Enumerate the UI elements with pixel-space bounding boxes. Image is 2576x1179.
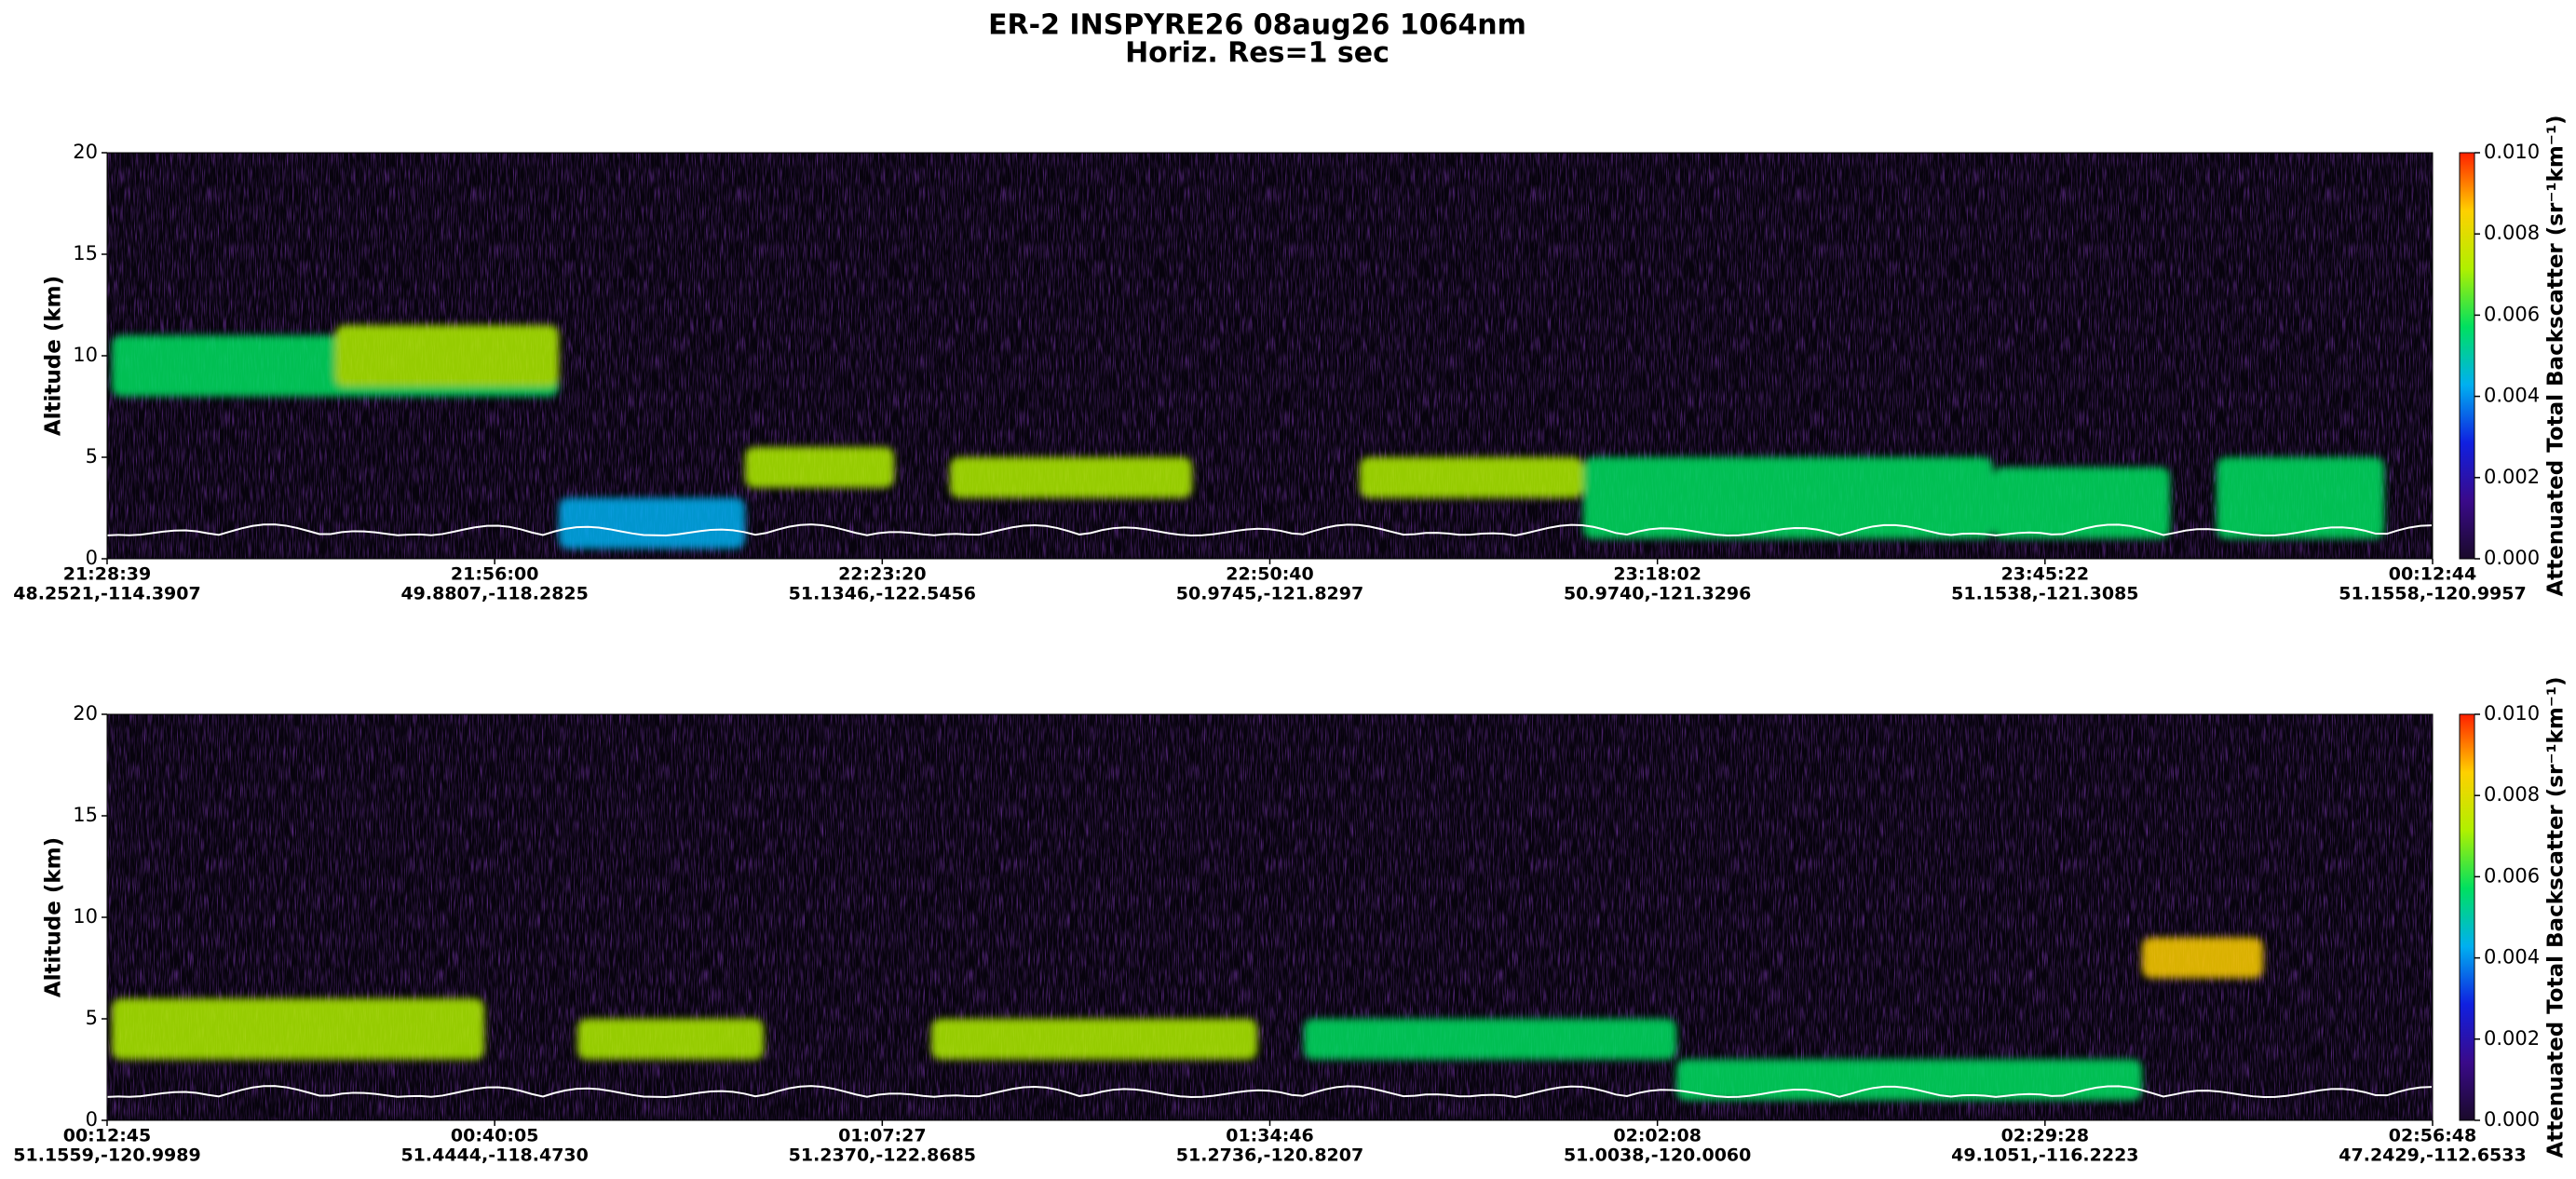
x-tick-time: 23:18:02 (1613, 564, 1702, 585)
y-tick-label: 0 (86, 547, 98, 569)
x-tick-position: 51.1538,-121.3085 (1951, 584, 2138, 604)
x-tick-position: 51.1346,-122.5456 (789, 584, 976, 604)
y-tick-label: 20 (73, 702, 98, 725)
y-axis-label: Altitude (km) (42, 837, 66, 997)
cloud (112, 998, 484, 1060)
subtitle: Horiz. Res=1 sec (1125, 37, 1390, 70)
colorbar-tick-label: 0.008 (2484, 222, 2540, 244)
x-tick-time: 21:56:00 (451, 564, 539, 585)
x-tick-position: 51.1558,-120.9957 (2339, 584, 2526, 604)
x-tick-time: 02:56:48 (2389, 1126, 2477, 1146)
noise-texture (107, 714, 2433, 1120)
cloud (1993, 467, 2170, 539)
x-tick-time: 02:02:08 (1613, 1126, 1702, 1146)
cloud (931, 1019, 1257, 1060)
x-tick-time: 02:29:28 (2001, 1126, 2090, 1146)
x-tick-position: 51.0038,-120.0060 (1564, 1145, 1751, 1166)
colorbar-tick-label: 0.000 (2484, 547, 2540, 569)
y-tick-label: 5 (86, 445, 98, 468)
x-tick-position: 51.2370,-122.8685 (789, 1145, 976, 1166)
cloud (335, 325, 559, 386)
y-tick-label: 10 (73, 905, 98, 928)
cloud (2142, 937, 2263, 979)
x-tick-time: 00:40:05 (451, 1126, 539, 1146)
colorbar-tick-label: 0.006 (2484, 303, 2540, 325)
colorbar (2459, 152, 2475, 560)
x-tick-position: 51.2736,-120.8207 (1176, 1145, 1363, 1166)
x-tick-position: 48.2521,-114.3907 (13, 584, 200, 604)
colorbar-tick-label: 0.006 (2484, 864, 2540, 887)
y-axis-label: Altitude (km) (42, 276, 66, 436)
x-tick-time: 00:12:45 (63, 1126, 152, 1146)
x-tick-position: 51.1559,-120.9989 (13, 1145, 200, 1166)
colorbar-label: Attenuated Total Backscatter (sr⁻¹km⁻¹) (2544, 676, 2569, 1158)
x-tick-position: 47.2429,-112.6533 (2339, 1145, 2526, 1166)
colorbar-tick-label: 0.010 (2484, 702, 2540, 725)
y-tick-label: 20 (73, 141, 98, 163)
y-tick-label: 10 (73, 344, 98, 366)
x-tick-time: 22:23:20 (838, 564, 927, 585)
cloud-layers (112, 325, 2384, 549)
cloud (1360, 457, 1583, 498)
y-tick-label: 0 (86, 1108, 98, 1131)
cloud (1304, 1019, 1676, 1060)
colorbar-tick-label: 0.002 (2484, 1027, 2540, 1050)
y-tick-label: 15 (73, 242, 98, 264)
colorbar (2459, 713, 2475, 1121)
x-tick-time: 23:45:22 (2001, 564, 2090, 585)
x-tick-position: 50.9745,-121.8297 (1176, 584, 1363, 604)
colorbar-tick-label: 0.004 (2484, 385, 2540, 407)
x-tick-time: 22:50:40 (1226, 564, 1314, 585)
surface-line (106, 523, 2433, 536)
cloud (2217, 457, 2384, 539)
cloud (745, 447, 894, 488)
x-tick-position: 49.8807,-118.2825 (400, 584, 588, 604)
colorbar-tick-label: 0.004 (2484, 946, 2540, 969)
cloud (559, 497, 745, 549)
x-tick-position: 49.1051,-116.2223 (1951, 1145, 2138, 1166)
surface-line (106, 1085, 2433, 1098)
title: ER-2 INSPYRE26 08aug26 1064nm (988, 9, 1526, 42)
x-tick-time: 00:12:44 (2389, 564, 2477, 585)
x-tick-time: 21:28:39 (63, 564, 152, 585)
colorbar-tick-label: 0.002 (2484, 466, 2540, 488)
colorbar-tick-label: 0.000 (2484, 1108, 2540, 1131)
cloud (950, 457, 1192, 498)
colorbar-label: Attenuated Total Backscatter (sr⁻¹km⁻¹) (2544, 115, 2569, 596)
colorbar-tick-label: 0.008 (2484, 783, 2540, 806)
x-tick-time: 01:07:27 (838, 1126, 927, 1146)
x-tick-time: 01:34:46 (1226, 1126, 1314, 1146)
colorbar-tick-label: 0.010 (2484, 141, 2540, 163)
x-tick-position: 50.9740,-121.3296 (1564, 584, 1751, 604)
x-tick-position: 51.4444,-118.4730 (400, 1145, 588, 1166)
cloud (577, 1019, 764, 1060)
y-tick-label: 15 (73, 804, 98, 826)
cloud (1583, 457, 1993, 539)
y-tick-label: 5 (86, 1007, 98, 1029)
